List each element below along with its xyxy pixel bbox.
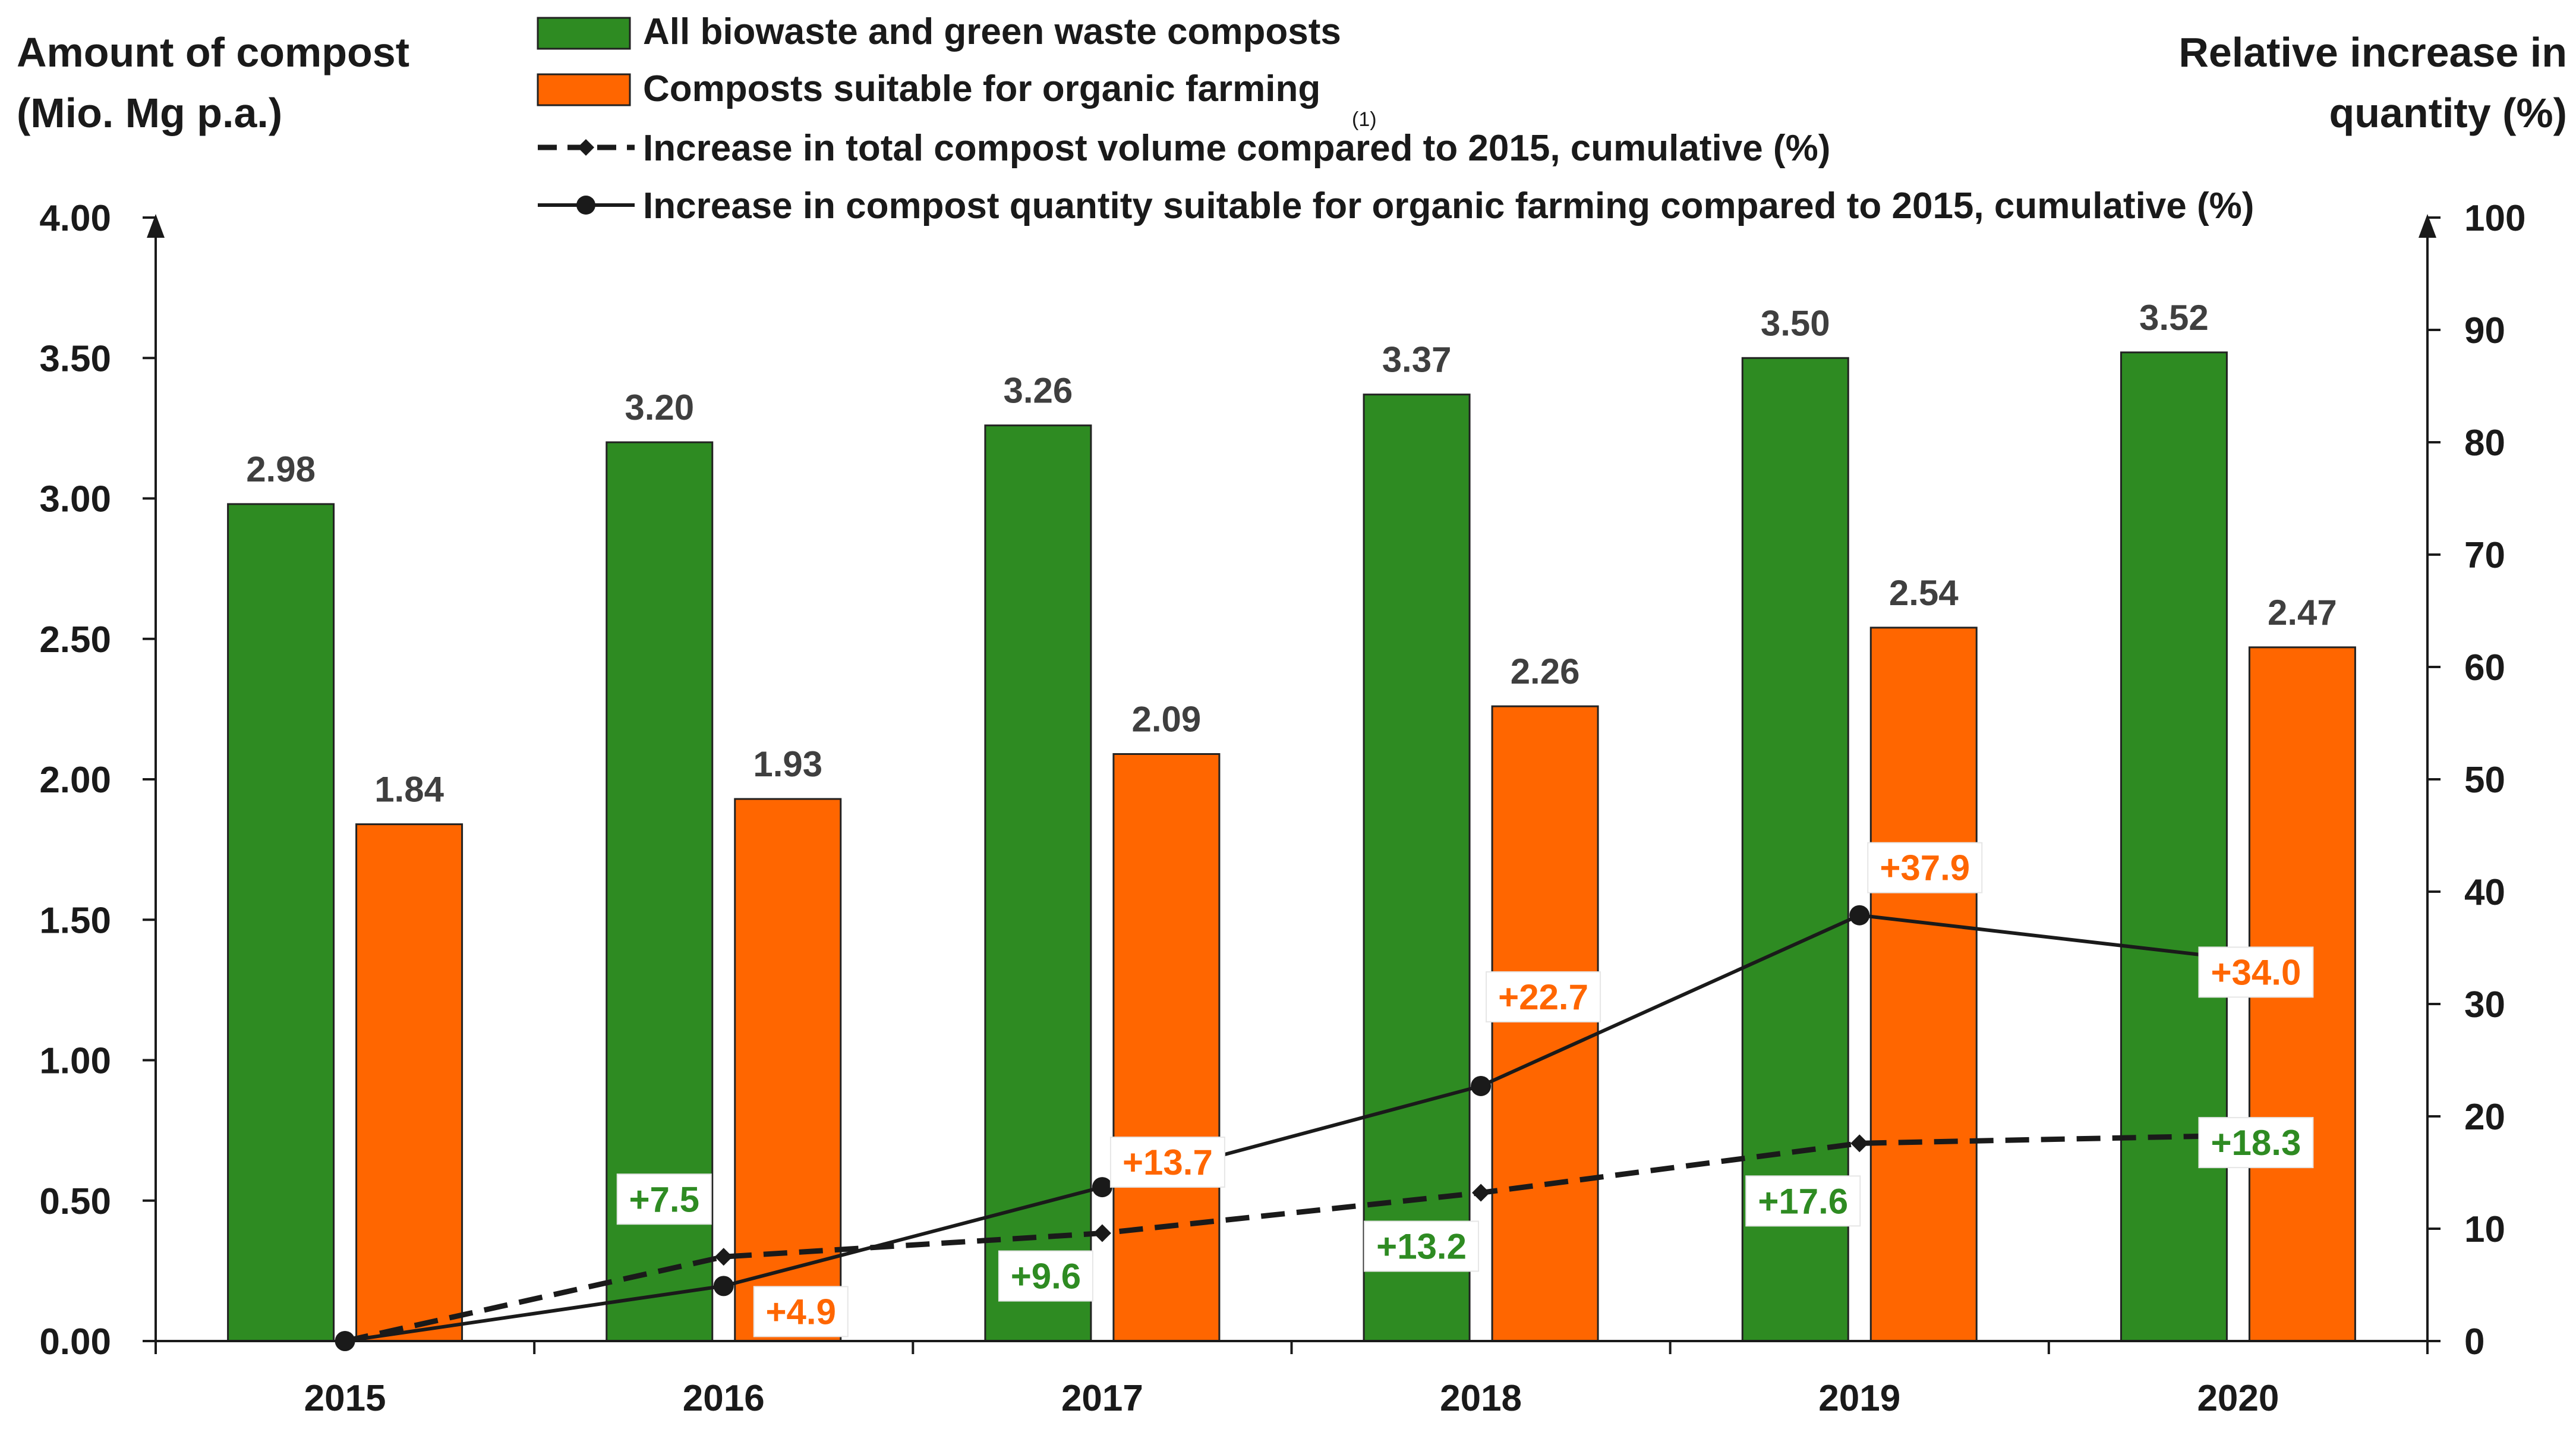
bar-value-label: 3.26	[1004, 371, 1073, 411]
line-label-box	[1745, 1175, 1861, 1227]
bar-organic-composts-2015	[355, 823, 464, 1342]
bar-all-composts-2017	[984, 424, 1092, 1342]
left-axis-tick-label: 3.00	[39, 479, 111, 520]
right-axis-arrow	[2419, 214, 2436, 238]
bar-value-label: 2.54	[1889, 573, 1959, 613]
x-axis-tick-label: 2015	[304, 1378, 386, 1419]
left-axis-tick-label: 3.50	[39, 338, 111, 379]
right-axis-title: quantity (%)	[2329, 90, 2567, 136]
marker-organic-increase-2017	[1092, 1177, 1112, 1198]
right-axis-tick-label: 100	[2464, 198, 2525, 239]
right-axis-title: Relative increase in	[2178, 29, 2567, 75]
legend-label-organic-increase: Increase in compost quantity suitable fo…	[643, 185, 2254, 226]
legend-label-all-composts: All biowaste and green waste composts	[643, 11, 1341, 52]
legend-marker-circle	[576, 196, 595, 215]
left-axis-tick-label: 0.50	[39, 1181, 111, 1222]
bar-value-label: 1.84	[374, 770, 444, 810]
bar-organic-composts-2017	[1112, 753, 1221, 1342]
line-value-label: +7.5	[629, 1179, 699, 1219]
left-axis-title: (Mio. Mg p.a.)	[17, 90, 282, 136]
line-total-increase	[344, 1132, 2238, 1344]
bar-value-label: 3.50	[1761, 303, 1830, 343]
bar-all-composts-2015	[227, 503, 335, 1342]
marker-organic-increase-2019	[1849, 905, 1870, 926]
legend-marker-diamond	[578, 139, 594, 156]
left-axis-tick-label: 0.00	[39, 1321, 111, 1362]
right-axis-tick-label: 90	[2464, 310, 2505, 351]
bar-value-label: 2.98	[246, 449, 316, 489]
line-label-box	[753, 1286, 849, 1337]
right-axis-tick-label: 60	[2464, 647, 2505, 688]
marker-total-increase-2016	[714, 1248, 733, 1266]
line-label-box	[2198, 1117, 2314, 1169]
x-axis-tick-label: 2018	[1440, 1378, 1522, 1419]
right-axis-tick-label: 50	[2464, 760, 2505, 801]
right-axis-tick-label: 40	[2464, 872, 2505, 913]
right-axis-tick-label: 80	[2464, 423, 2505, 464]
left-axis-tick-label: 1.00	[39, 1041, 111, 1082]
line-value-label: +22.7	[1498, 977, 1588, 1017]
left-axis-tick-label: 4.00	[39, 198, 111, 239]
bar-value-label: 3.20	[625, 388, 694, 427]
x-axis-tick-label: 2019	[1818, 1378, 1900, 1419]
bar-organic-composts-2018	[1491, 705, 1599, 1342]
right-axis-tick-label: 0	[2464, 1321, 2484, 1362]
x-axis-tick-label: 2020	[2197, 1378, 2279, 1419]
marker-organic-increase-2016	[713, 1276, 734, 1296]
line-value-label: +9.6	[1011, 1257, 1081, 1296]
bar-value-label: 1.93	[753, 744, 822, 784]
bar-value-label: 2.09	[1132, 699, 1202, 739]
line-value-label: +13.2	[1376, 1227, 1467, 1267]
x-axis-tick-label: 2017	[1061, 1378, 1143, 1419]
marker-organic-increase-2015	[335, 1331, 355, 1351]
right-axis-tick-label: 30	[2464, 984, 2505, 1025]
line-value-label: +13.7	[1123, 1143, 1213, 1182]
marker-total-increase-2019	[1850, 1134, 1869, 1153]
line-value-label: +37.9	[1880, 848, 1970, 888]
line-value-label: +4.9	[766, 1292, 836, 1332]
line-label-box	[1486, 971, 1601, 1022]
left-axis-tick-label: 2.50	[39, 619, 111, 660]
bar-all-composts-2018	[1363, 394, 1471, 1342]
line-label-box	[1109, 1137, 1225, 1188]
line-value-label: +17.6	[1758, 1181, 1848, 1221]
line-value-label: +34.0	[2211, 952, 2301, 992]
marker-organic-increase-2018	[1471, 1075, 1492, 1096]
legend-label-organic-composts: Composts suitable for organic farming	[643, 68, 1320, 109]
line-label-box	[1867, 842, 1983, 893]
bar-value-label: 2.26	[1511, 652, 1580, 691]
line-label-box	[998, 1250, 1093, 1302]
bar-all-composts-2020	[2120, 351, 2228, 1342]
bar-value-label: 2.47	[2268, 593, 2337, 632]
left-axis-title: Amount of compost	[17, 29, 409, 75]
legend-label-total-increase: Increase in total compost volume compare…	[643, 128, 1830, 169]
bar-organic-composts-2019	[1869, 627, 1978, 1342]
bar-organic-composts-2016	[734, 798, 842, 1342]
legend-swatch-all-composts	[537, 17, 631, 50]
marker-total-increase-2018	[1472, 1184, 1490, 1202]
left-axis-tick-label: 2.00	[39, 760, 111, 801]
right-axis-tick-label: 10	[2464, 1209, 2505, 1250]
legend-footnote-marker: (1)	[1352, 108, 1377, 131]
line-organic-increase	[345, 913, 2238, 1343]
line-label-box	[2198, 946, 2314, 998]
legend-swatch-organic-composts	[537, 73, 631, 106]
line-label-box	[1364, 1220, 1480, 1272]
line-value-label: +18.3	[2211, 1123, 2301, 1163]
left-axis-arrow	[147, 214, 165, 238]
marker-total-increase-2017	[1093, 1224, 1111, 1242]
bar-value-label: 3.52	[2139, 298, 2209, 338]
x-axis-tick-label: 2016	[683, 1378, 765, 1419]
right-axis-tick-label: 20	[2464, 1097, 2505, 1138]
right-axis-tick-label: 70	[2464, 535, 2505, 576]
line-label-box	[616, 1173, 712, 1225]
bar-value-label: 3.37	[1382, 340, 1452, 380]
left-axis-tick-label: 1.50	[39, 900, 111, 941]
